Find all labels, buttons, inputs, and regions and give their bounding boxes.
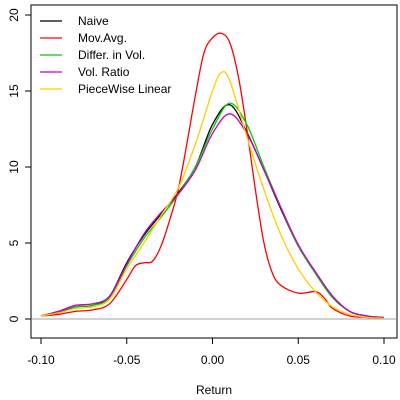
y-tick-label: 0 bbox=[7, 315, 21, 322]
y-tick-label: 5 bbox=[7, 239, 21, 246]
series-line-vol-ratio bbox=[40, 113, 385, 319]
y-tick-label: 20 bbox=[7, 8, 21, 22]
y-axis: 0 5 10 15 20 bbox=[7, 8, 32, 322]
x-axis-label: Return bbox=[196, 383, 232, 397]
series-layer bbox=[40, 32, 385, 319]
y-tick-label: 15 bbox=[7, 84, 21, 98]
x-tick-label: -0.05 bbox=[113, 353, 141, 367]
x-axis: -0.10 -0.05 0.00 0.05 0.10 bbox=[27, 337, 396, 367]
x-tick-label: 0.05 bbox=[287, 353, 311, 367]
x-tick-label: 0.00 bbox=[201, 353, 225, 367]
legend-label: Naive bbox=[78, 14, 109, 28]
legend-label: Differ. in Vol. bbox=[78, 48, 145, 62]
legend-label: PieceWise Linear bbox=[78, 82, 171, 96]
x-tick-label: 0.10 bbox=[372, 353, 396, 367]
y-tick-label: 10 bbox=[7, 160, 21, 174]
series-line-piecewise-linear bbox=[40, 70, 385, 319]
legend-label: Vol. Ratio bbox=[78, 65, 130, 79]
x-tick-label: -0.10 bbox=[27, 353, 55, 367]
series-line-differ-in-vol bbox=[40, 102, 385, 319]
legend: Naive Mov.Avg. Differ. in Vol. Vol. Ratio Pi… bbox=[40, 14, 171, 96]
legend-label: Mov.Avg. bbox=[78, 31, 127, 45]
